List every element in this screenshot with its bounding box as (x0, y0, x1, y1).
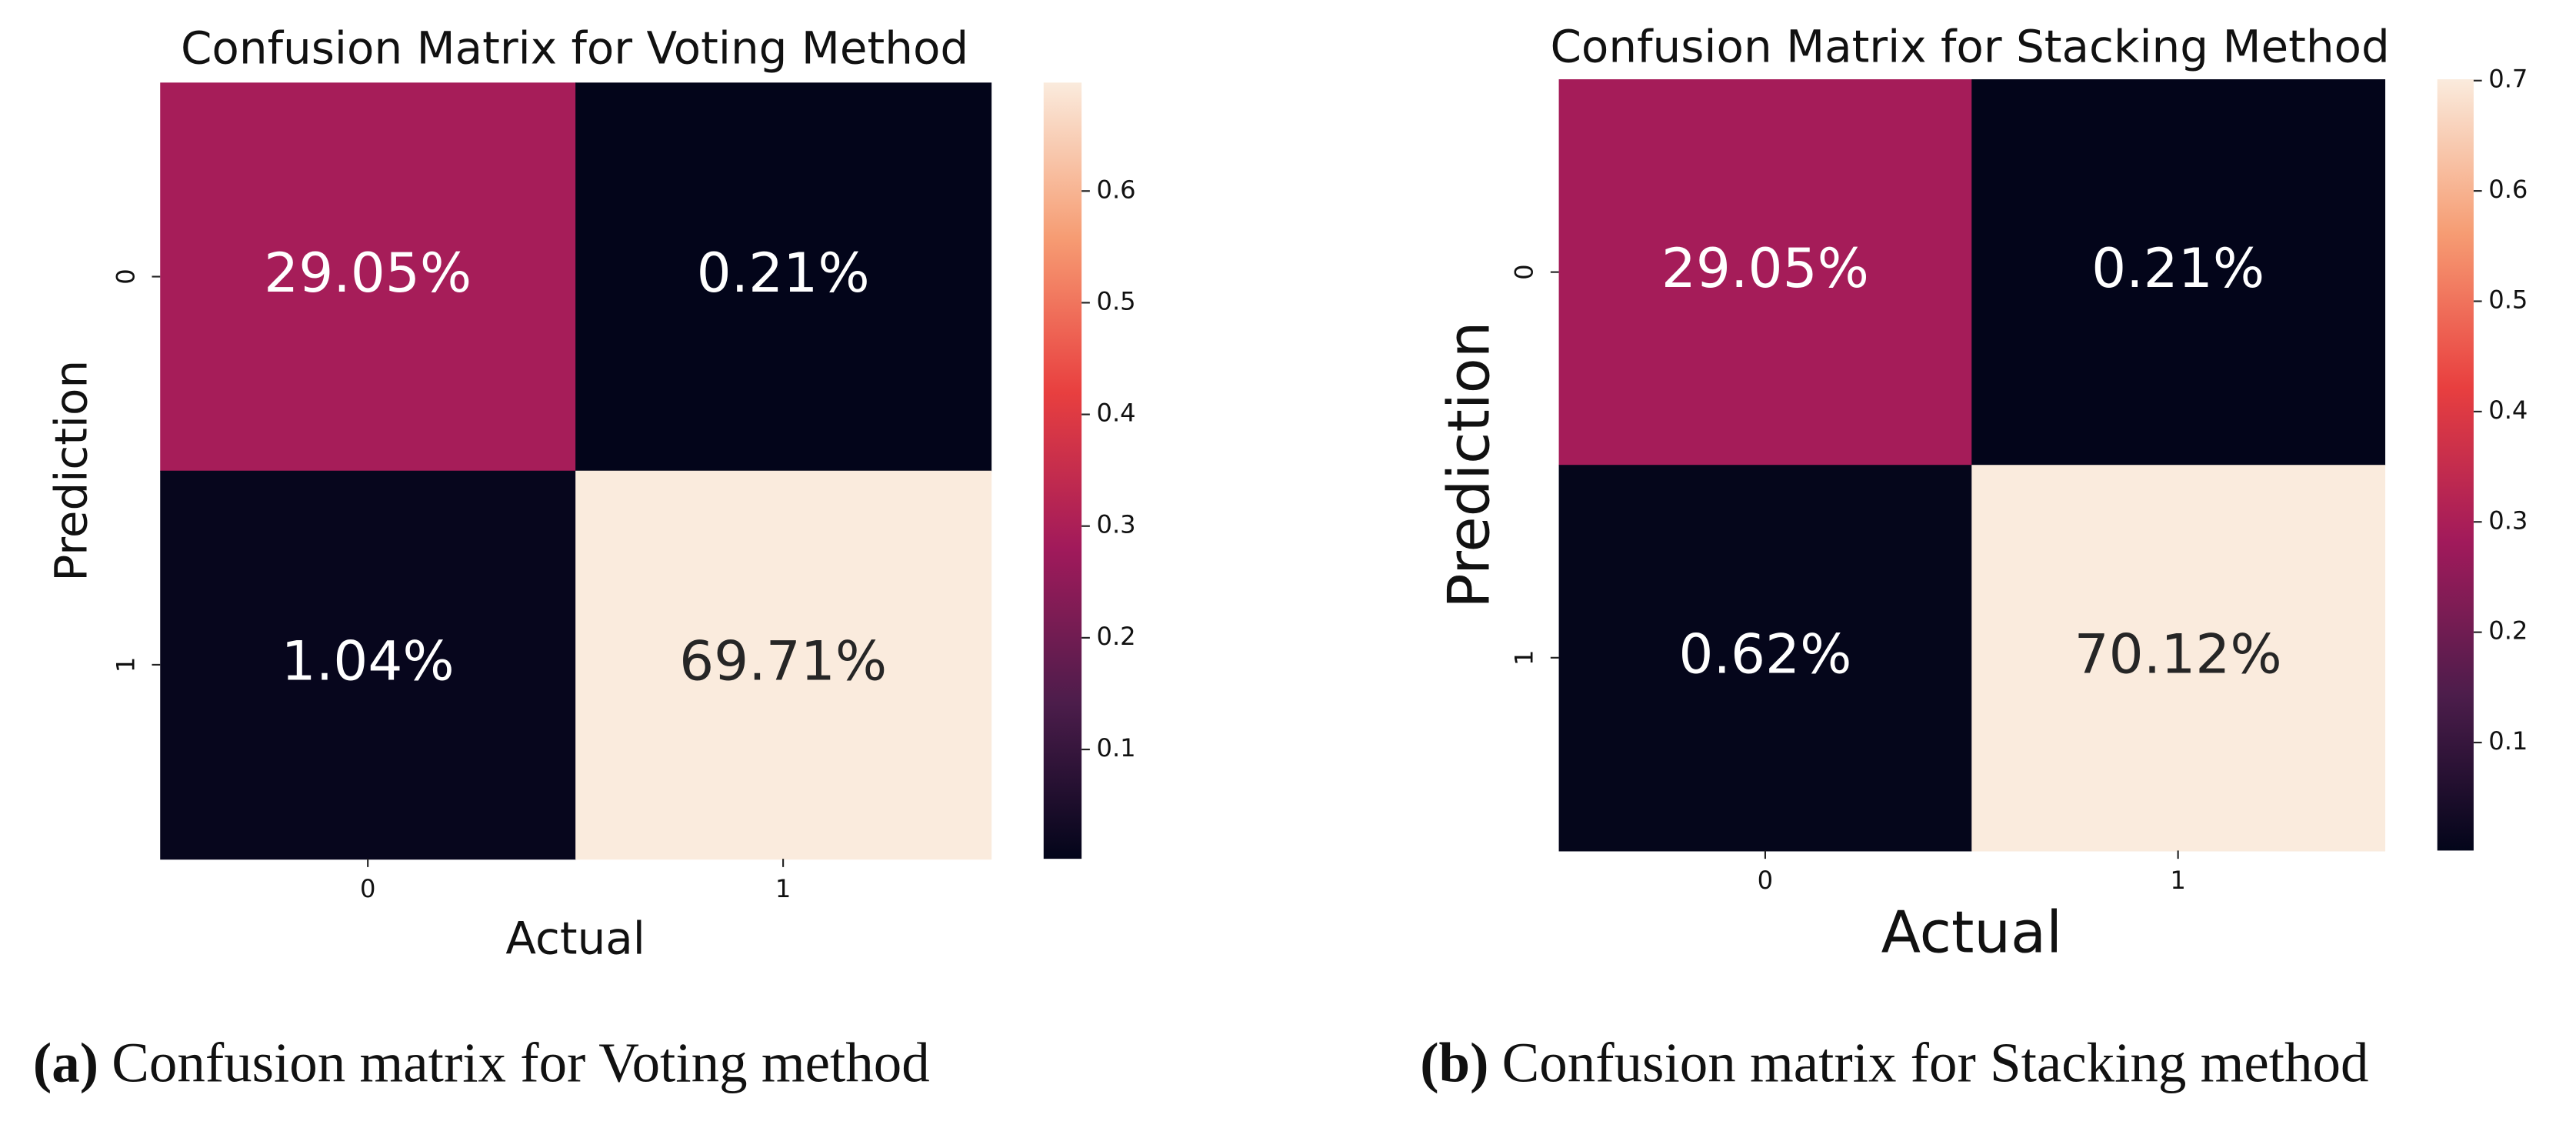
cell-label: 29.05% (1661, 236, 1869, 300)
colorbar-tick-label: 0.2 (2488, 616, 2528, 646)
heatmap-cell (575, 82, 992, 472)
caption: (b) Confusion matrix for Stacking method (1420, 1031, 2368, 1093)
heatmap-cell (1971, 79, 2386, 466)
heatmap-cell (1558, 465, 1973, 852)
cell-label: 69.71% (679, 629, 887, 692)
y-tick-label: 0 (111, 269, 140, 284)
x-tick-label: 1 (2170, 866, 2185, 895)
chart-title: Confusion Matrix for Stacking Method (1550, 21, 2389, 73)
heatmap-cell (575, 470, 992, 860)
y-axis-label: Prediction (45, 360, 98, 582)
colorbar-tick-label: 0.5 (1096, 286, 1135, 315)
x-tick-label: 0 (360, 874, 375, 903)
colorbar-tick-label: 0.3 (1096, 510, 1135, 539)
y-tick-label: 1 (111, 657, 140, 672)
colorbar-tick-label: 0.4 (1096, 399, 1135, 428)
x-tick-label: 1 (775, 874, 791, 903)
colorbar-tick-label: 0.3 (2488, 506, 2528, 535)
caption-text: Confusion matrix for Voting method (112, 1031, 930, 1093)
cell-label: 1.04% (282, 629, 455, 692)
chart-title: Confusion Matrix for Voting Method (181, 22, 968, 75)
caption-label: (b) (1420, 1031, 1488, 1093)
caption: (a) Confusion matrix for Voting method (33, 1031, 930, 1093)
caption-text: Confusion matrix for Stacking method (1502, 1031, 2369, 1093)
y-tick-label: 0 (1510, 264, 1539, 279)
colorbar-tick-label: 0.7 (2488, 65, 2528, 94)
y-tick-label: 1 (1510, 650, 1539, 666)
heatmap-cell (160, 470, 577, 860)
cell-label: 29.05% (264, 241, 472, 305)
colorbar-tick-label: 0.5 (2488, 285, 2528, 315)
cell-label: 70.12% (2074, 622, 2282, 686)
x-tick-label: 0 (1758, 866, 1773, 895)
colorbar-tick-label: 0.6 (1096, 175, 1135, 204)
cell-label: 0.62% (1678, 622, 1851, 686)
colorbar (1043, 82, 1082, 859)
x-axis-label: Actual (1881, 899, 2062, 966)
subfigure: Confusion Matrix for Voting Method 29.05%… (33, 22, 1136, 1094)
colorbar-tick-label: 0.1 (2488, 726, 2528, 756)
x-axis-label: Actual (505, 913, 645, 965)
cell-label: 0.21% (2091, 236, 2264, 300)
colorbar (2437, 79, 2474, 851)
subfigure: Confusion Matrix for Stacking Method 29.0… (1420, 21, 2528, 1094)
colorbar-tick-label: 0.1 (1096, 733, 1135, 763)
caption-label: (a) (33, 1031, 98, 1093)
colorbar-tick-label: 0.2 (1096, 622, 1135, 651)
heatmap-cell (160, 82, 577, 472)
heatmap-cell (1558, 79, 1973, 466)
cell-label: 0.21% (697, 241, 870, 305)
colorbar-tick-label: 0.6 (2488, 175, 2528, 204)
y-axis-label: Prediction (1435, 322, 1502, 609)
colorbar-tick-label: 0.4 (2488, 395, 2528, 425)
heatmap-cell (1971, 465, 2386, 852)
